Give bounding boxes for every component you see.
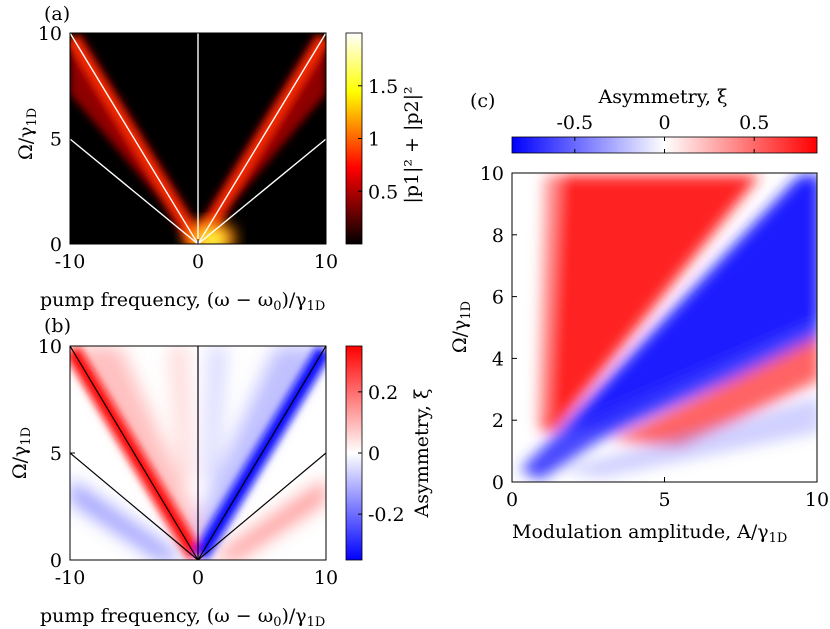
panel-a-label: (a) bbox=[44, 3, 70, 25]
panel-c-colorbar-ticks: -0.5 0 0.5 bbox=[556, 112, 769, 153]
y-tick-label: 10 bbox=[480, 163, 504, 185]
y-tick-label: 5 bbox=[50, 129, 62, 151]
colorbar-tick-label: 0.2 bbox=[368, 382, 398, 404]
colorbar-tick-label: 0.5 bbox=[368, 181, 398, 203]
y-tick-label: 0 bbox=[50, 234, 62, 256]
colorbar-tick-label: 0 bbox=[368, 443, 380, 465]
y-tick-label: 5 bbox=[50, 443, 62, 465]
y-tick-label: 0 bbox=[50, 550, 62, 572]
x-tick-label: 0 bbox=[192, 567, 204, 589]
colorbar-tick-label: 1 bbox=[368, 129, 380, 151]
colorbar-tick-label: 0 bbox=[658, 112, 670, 134]
panel-b-heatmap bbox=[70, 346, 326, 560]
panel-c-axes: 0 5 10 0 2 4 6 8 10 bbox=[480, 163, 829, 511]
x-tick-label: 10 bbox=[314, 251, 338, 273]
x-tick-label: 0 bbox=[192, 251, 204, 273]
colorbar-tick-label: -0.2 bbox=[368, 504, 405, 526]
panel-a-ylabel: Ω/γ1D bbox=[15, 108, 40, 160]
x-tick-label: 0 bbox=[506, 489, 518, 511]
x-tick-label: -10 bbox=[55, 251, 86, 273]
panel-b-ylabel: Ω/γ1D bbox=[9, 427, 34, 479]
panel-a-colorbar-label: |p1|² + |p2|² bbox=[401, 86, 423, 203]
y-tick-label: 4 bbox=[492, 348, 504, 370]
panel-c: (c) Asymmetry, ξ -0.5 0 0.5 0 5 10 0 2 4 6 8 10 Ω/… bbox=[449, 86, 829, 546]
panel-a-xlabel: pump frequency, (ω − ω0)/γ1D bbox=[40, 289, 325, 314]
panel-c-colorbar-label: Asymmetry, ξ bbox=[598, 86, 728, 108]
panel-b-colorbar-ticks: -0.2 0 0.2 bbox=[358, 382, 405, 526]
panel-c-ylabel: Ω/γ1D bbox=[449, 301, 474, 353]
x-tick-label: 5 bbox=[658, 489, 670, 511]
panel-a-heatmap bbox=[70, 33, 326, 244]
panel-c-xlabel: Modulation amplitude, A/γ1D bbox=[512, 521, 787, 546]
panel-c-label: (c) bbox=[470, 90, 495, 112]
y-tick-label: 2 bbox=[492, 410, 504, 432]
y-tick-label: 10 bbox=[38, 336, 62, 358]
y-tick-label: 8 bbox=[492, 225, 504, 247]
panel-a-overlay-lines bbox=[70, 33, 326, 244]
colorbar-tick-label: 0.5 bbox=[739, 112, 769, 134]
panel-b-overlay-lines bbox=[70, 346, 326, 560]
panel-c-heatmap bbox=[512, 173, 817, 482]
panel-b-label: (b) bbox=[44, 315, 71, 337]
y-tick-label: 0 bbox=[492, 472, 504, 494]
y-tick-label: 6 bbox=[492, 287, 504, 309]
panel-a-colorbar-ticks: 0.5 1 1.5 bbox=[358, 76, 398, 203]
panel-b-xlabel: pump frequency, (ω − ω0)/γ1D bbox=[40, 605, 325, 629]
y-tick-label: 10 bbox=[38, 23, 62, 45]
colorbar-tick-label: 1.5 bbox=[368, 76, 398, 98]
x-tick-label: -10 bbox=[55, 567, 86, 589]
x-tick-label: 10 bbox=[314, 567, 338, 589]
x-tick-label: 10 bbox=[805, 489, 829, 511]
colorbar-tick-label: -0.5 bbox=[556, 112, 593, 134]
panel-b-colorbar-label: Asymmetry, ξ bbox=[411, 389, 433, 519]
